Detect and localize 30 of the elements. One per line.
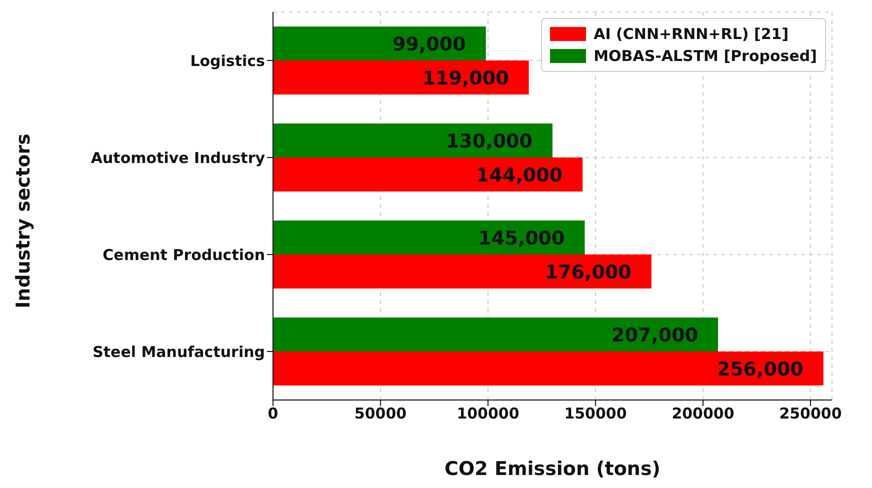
bar bbox=[273, 60, 529, 95]
x-axis-title: CO2 Emission (tons) bbox=[444, 458, 662, 480]
data-label: 176,000 bbox=[544, 261, 632, 284]
y-axis-title: Industry sectors bbox=[12, 134, 34, 308]
bar bbox=[273, 318, 718, 352]
x-tick-label: 200000 bbox=[672, 404, 734, 423]
x-tick-label: 250000 bbox=[779, 404, 842, 423]
data-label: 130,000 bbox=[446, 130, 532, 152]
data-label: 119,000 bbox=[422, 67, 509, 90]
bar bbox=[273, 124, 552, 158]
bar bbox=[273, 254, 652, 289]
y-tick-label: Steel Manufacturing bbox=[92, 342, 265, 361]
bar bbox=[273, 26, 486, 61]
bar bbox=[273, 158, 583, 192]
y-tick-label: Automotive Industry bbox=[90, 148, 266, 167]
x-tick-label: 50000 bbox=[354, 404, 407, 423]
data-label: 207,000 bbox=[612, 324, 698, 346]
y-tick-label: Logistics bbox=[190, 52, 266, 70]
data-label: 144,000 bbox=[476, 164, 563, 186]
bar bbox=[273, 220, 585, 255]
data-label: 256,000 bbox=[716, 358, 804, 380]
x-tick-label: 150000 bbox=[564, 404, 627, 423]
y-tick-label: Cement Production bbox=[102, 246, 265, 264]
bar bbox=[273, 352, 824, 386]
legend-label: AI (CNN+RNN+RL) [21] bbox=[594, 24, 789, 45]
x-tick-label: 100000 bbox=[456, 404, 520, 423]
legend-label: MOBAS-ALSTM [Proposed] bbox=[594, 46, 817, 67]
data-label: 99,000 bbox=[392, 33, 466, 56]
x-tick-label: 0 bbox=[268, 404, 278, 423]
data-label: 145,000 bbox=[478, 227, 565, 250]
